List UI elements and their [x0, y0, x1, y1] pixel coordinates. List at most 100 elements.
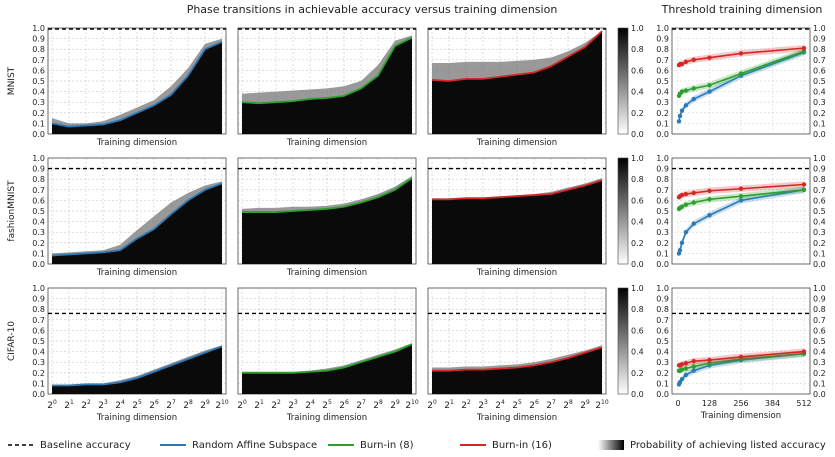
x-tick-label: 22: [271, 399, 281, 411]
series-line: [241, 36, 413, 105]
y-tick-label: 0.6: [656, 196, 669, 205]
y-tick-label: 0.1: [656, 379, 669, 388]
x-tick-label: 29: [200, 399, 210, 411]
series-line: [242, 343, 413, 374]
colorbar-tick-label: 0.6: [631, 66, 644, 75]
colorbar-tick-label: 0.2: [631, 109, 644, 118]
y-tick-label-right: 0.6: [813, 326, 826, 335]
y-tick-label-right: 0.2: [813, 239, 826, 248]
y-tick-label: 0.5: [32, 207, 45, 216]
probability-band: [432, 178, 602, 200]
panel-2: Training dimension: [237, 157, 417, 278]
y-tick-label-right: 0.8: [813, 45, 826, 54]
y-tick-label-right: 0.5: [813, 77, 826, 86]
y-tick-label-right: 0.3: [813, 98, 826, 107]
series-line: [52, 345, 223, 387]
y-tick-label: 0.2: [656, 369, 669, 378]
series-point: [683, 202, 689, 207]
probability-band: [432, 31, 602, 81]
series-point: [679, 204, 685, 209]
achieved-area: [432, 31, 602, 134]
panel-1: 0.0 0.10.2 0.30.4 0.5 0.60.7 0.80.9 1.0 20 21 22 2…: [32, 284, 229, 423]
y-tick-label-right: 0.8: [813, 175, 826, 184]
y-tick-label: 0.9: [656, 295, 669, 304]
series-point: [691, 86, 696, 91]
y-tick-label: 0.1: [32, 379, 45, 388]
y-tick-label: 0.3: [32, 98, 45, 107]
series-point: [683, 230, 689, 235]
x-tick-label: 27: [166, 399, 176, 411]
x-tick-label: 210: [215, 399, 229, 411]
series-point: [738, 193, 744, 199]
x-tick-label: 25: [512, 399, 522, 411]
y-tick-label: 1.0: [656, 154, 669, 163]
x-tick-label: 25: [322, 399, 332, 411]
series-point: [691, 190, 696, 196]
colorbar-tick-label: 0.4: [631, 348, 644, 357]
series-point: [707, 361, 712, 366]
x-tick-label: 29: [390, 399, 400, 411]
y-tick-label: 0.7: [656, 56, 669, 65]
x-tick-label: 21: [254, 399, 264, 411]
x-tick-label: 0: [675, 399, 680, 408]
legend-label: Burn-in (8): [360, 440, 414, 451]
y-tick-label-right: 0.9: [813, 295, 826, 304]
x-tick-label: 28: [373, 399, 383, 411]
y-tick-label: 0.0: [32, 260, 45, 269]
colorbar-tick-label: 0.0: [631, 130, 644, 139]
legend-item: Baseline accuracy: [8, 440, 131, 451]
colorbar-tick-label: 0.4: [631, 88, 644, 97]
series-point: [738, 186, 744, 191]
y-tick-label: 0.7: [32, 316, 45, 325]
x-tick-label: 21: [444, 399, 454, 411]
x-axis-label: Training dimension: [476, 268, 557, 278]
y-tick-label: 0.9: [32, 295, 45, 304]
y-tick-label: 0.2: [32, 369, 45, 378]
colorbar-tick-label: 0.2: [631, 369, 644, 378]
y-tick-label: 0.4: [32, 88, 45, 97]
colorbar-rect: [617, 157, 629, 265]
series-point: [738, 198, 744, 203]
series-point: [738, 51, 744, 56]
threshold-panel: 0.0 0.00.1 0.10.2 0.20.3 0.30.4 0.40.5 0.50.6 0…: [656, 154, 825, 269]
series-point: [677, 380, 683, 385]
legend-item: Random Affine Subspace: [160, 440, 317, 451]
x-axis-label: Training dimension: [476, 413, 557, 423]
series-point: [683, 191, 689, 197]
series-point: [707, 357, 712, 363]
x-tick-label: 24: [305, 399, 315, 411]
series-point: [677, 113, 683, 119]
x-axis-label: Training dimension: [286, 413, 367, 423]
y-tick-label: 0.2: [32, 239, 45, 248]
achieved-area: [52, 346, 222, 394]
y-tick-label: 0.8: [32, 175, 45, 184]
panel-1: 0.0 0.10.2 0.30.4 0.5 0.60.7 0.80.9 1.0 Trainin…: [32, 154, 227, 278]
series-point: [707, 188, 712, 194]
series-point: [679, 362, 685, 367]
y-tick-label: 1.0: [656, 284, 669, 293]
y-tick-label: 0.1: [656, 119, 669, 128]
figure-title: Phase transitions in achievable accuracy…: [187, 3, 558, 16]
legend-swatch: [598, 440, 624, 450]
y-tick-label: 0.5: [32, 337, 45, 346]
x-axis-label: Training dimension: [96, 138, 177, 148]
y-tick-label: 0.9: [656, 35, 669, 44]
probability-band: [242, 35, 412, 104]
colorbar: 0.0 0.2 0.4 0.6 0.8 1.0: [617, 154, 644, 269]
x-tick-label: 24: [495, 399, 505, 411]
colorbar-rect: [617, 27, 629, 135]
y-tick-label-right: 0.4: [813, 88, 826, 97]
y-tick-label: 0.5: [656, 77, 669, 86]
legend-item: Burn-in (8): [328, 440, 414, 451]
y-tick-label: 0.6: [32, 196, 45, 205]
row-label: fashionMNIST: [7, 180, 17, 242]
series-line: [51, 40, 223, 128]
x-tick-label: 22: [81, 399, 91, 411]
series-point: [801, 187, 807, 192]
series-point: [683, 372, 689, 378]
y-tick-label-right: 0.6: [813, 66, 826, 75]
achieved-area: [242, 37, 412, 134]
series-point: [679, 108, 685, 113]
x-tick-label: 28: [563, 399, 573, 411]
y-tick-label-right: 0.1: [813, 119, 826, 128]
